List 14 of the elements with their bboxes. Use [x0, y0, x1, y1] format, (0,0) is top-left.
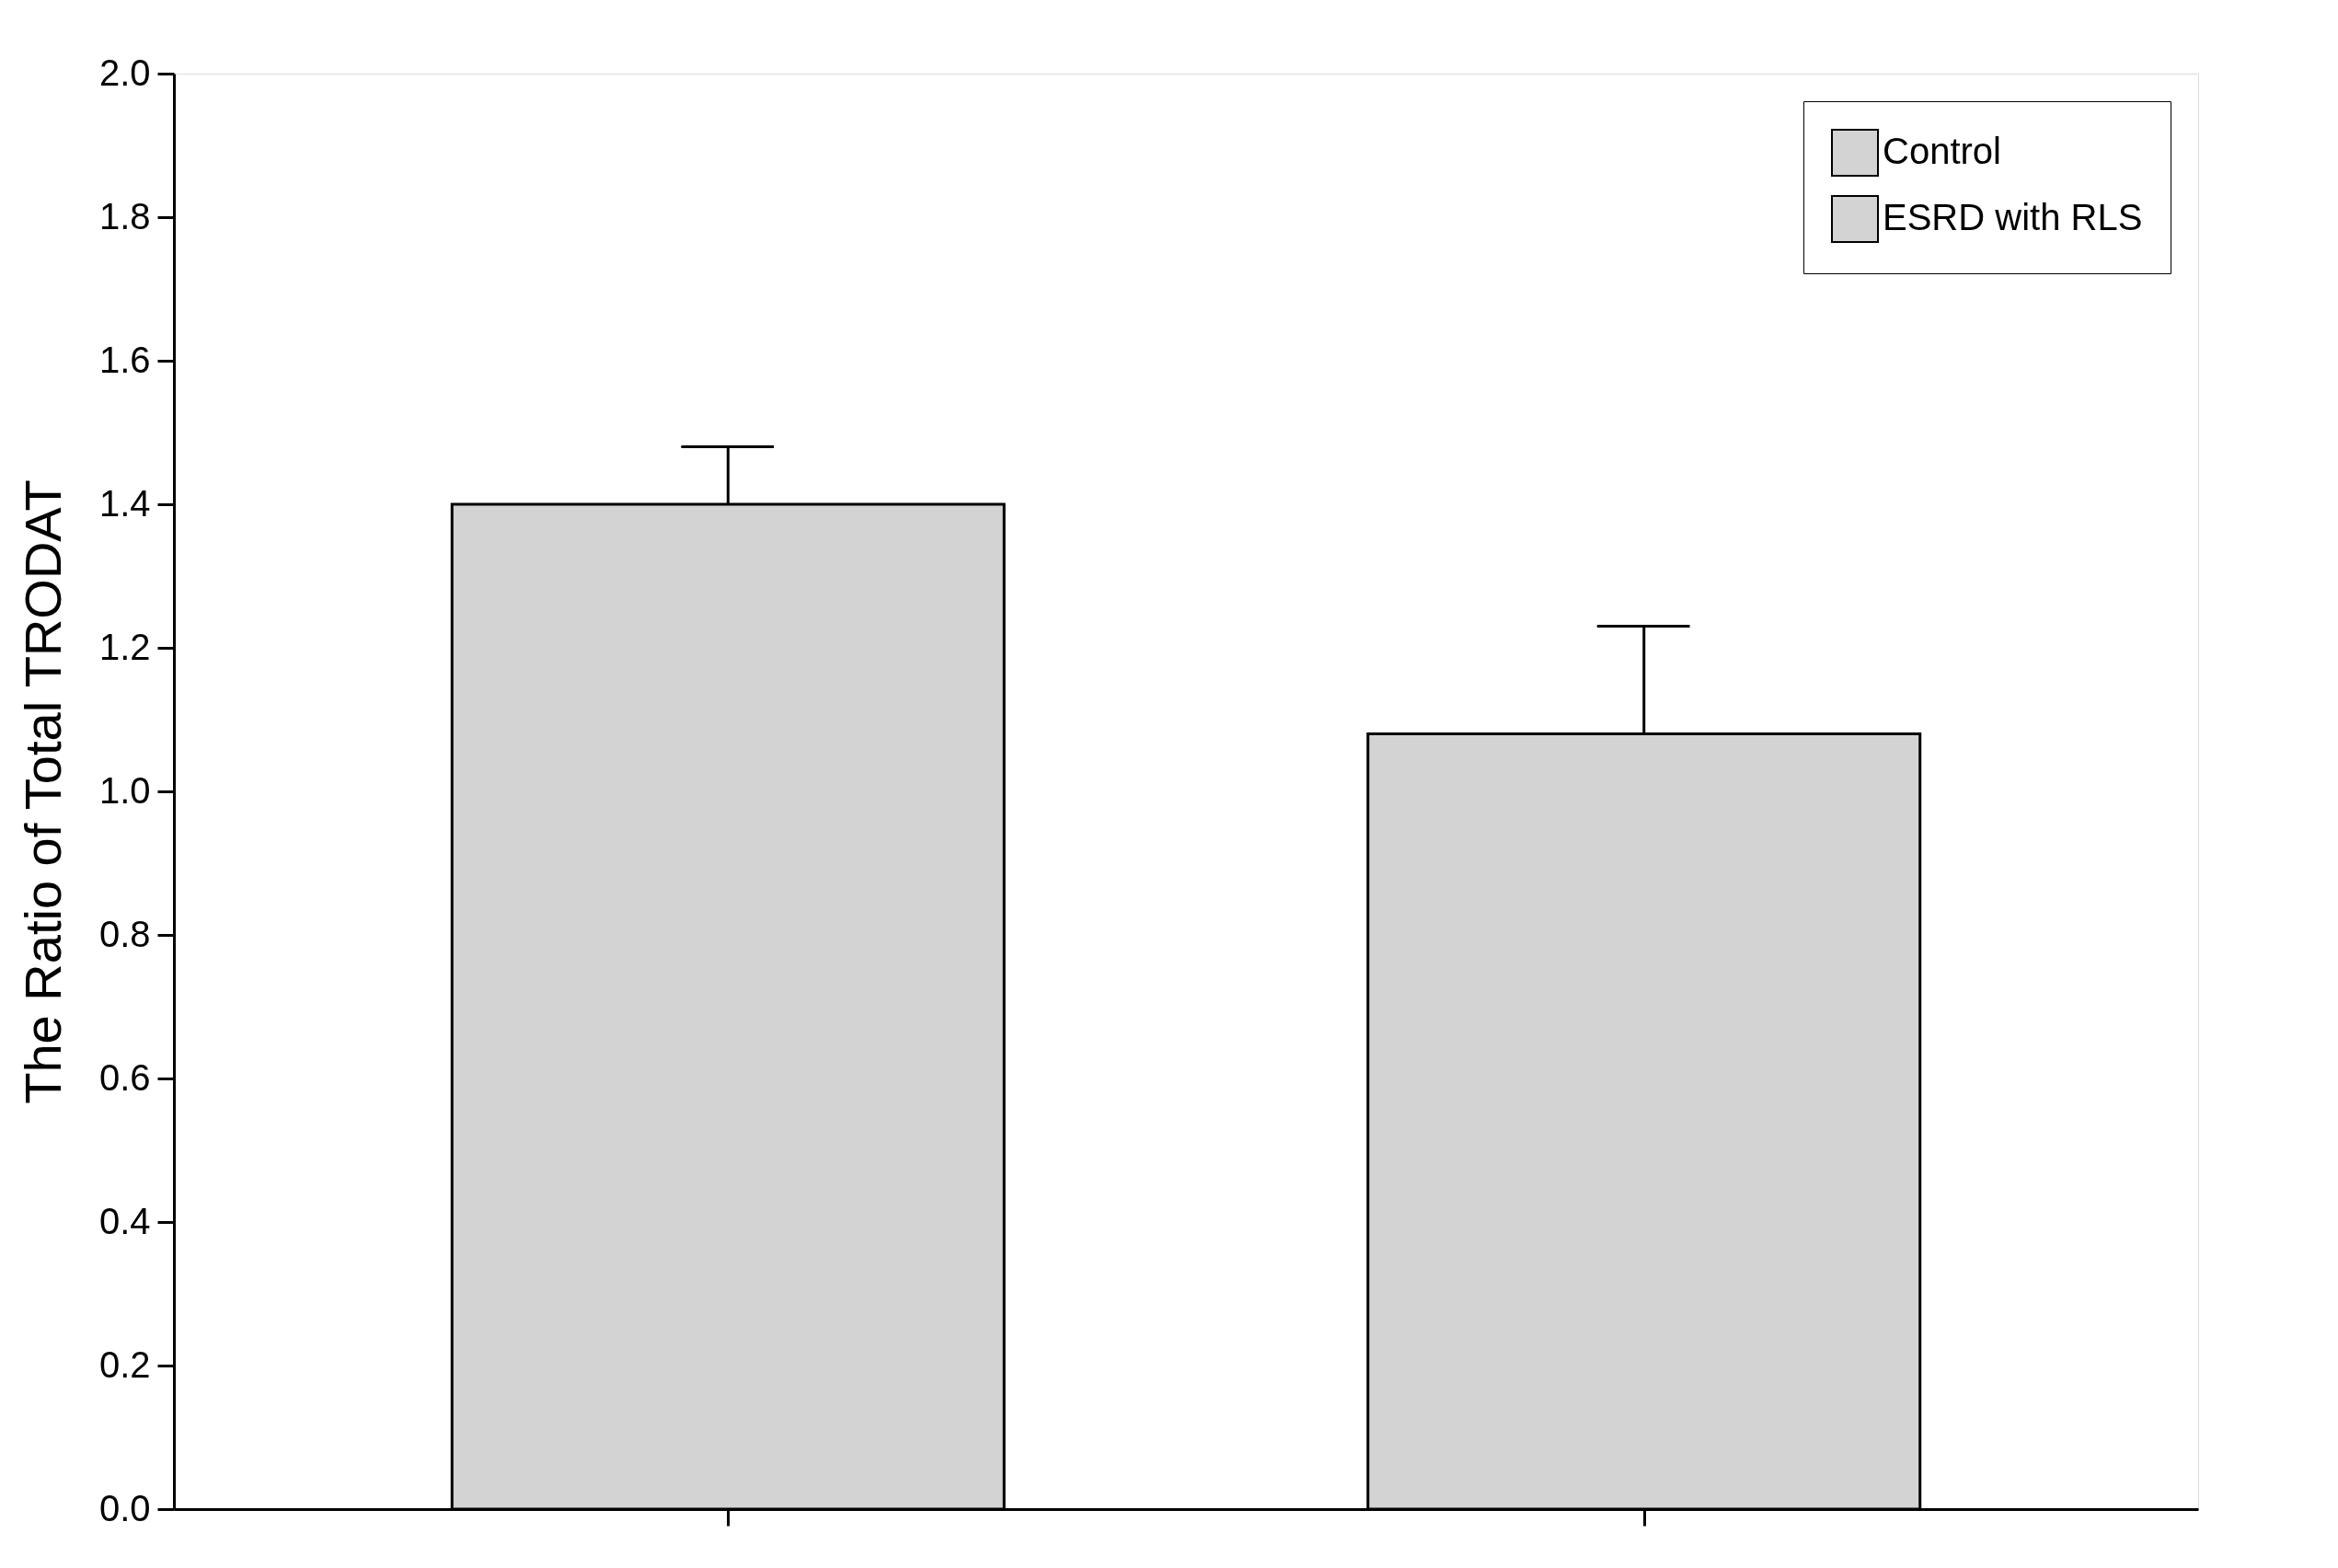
y-tick-label: 0.0	[98, 1487, 151, 1528]
y-tick-label: 1.0	[98, 769, 151, 811]
y-tick-label: 1.4	[98, 482, 151, 524]
legend-label: Control	[1883, 131, 2001, 171]
y-tick-label: 2.0	[98, 52, 151, 93]
y-tick-label: 1.8	[98, 195, 151, 236]
y-tick-label: 0.8	[98, 913, 151, 954]
legend-label: ESRD with RLS	[1883, 197, 2143, 237]
y-axis-title: The Ratio of Total TRODAT	[13, 479, 72, 1104]
y-tick-label: 0.6	[98, 1056, 151, 1098]
y-tick-label: 1.2	[98, 626, 151, 667]
y-tick-label: 1.6	[98, 339, 151, 380]
y-tick-label: 0.2	[98, 1343, 151, 1385]
y-tick-label: 0.4	[98, 1200, 151, 1241]
